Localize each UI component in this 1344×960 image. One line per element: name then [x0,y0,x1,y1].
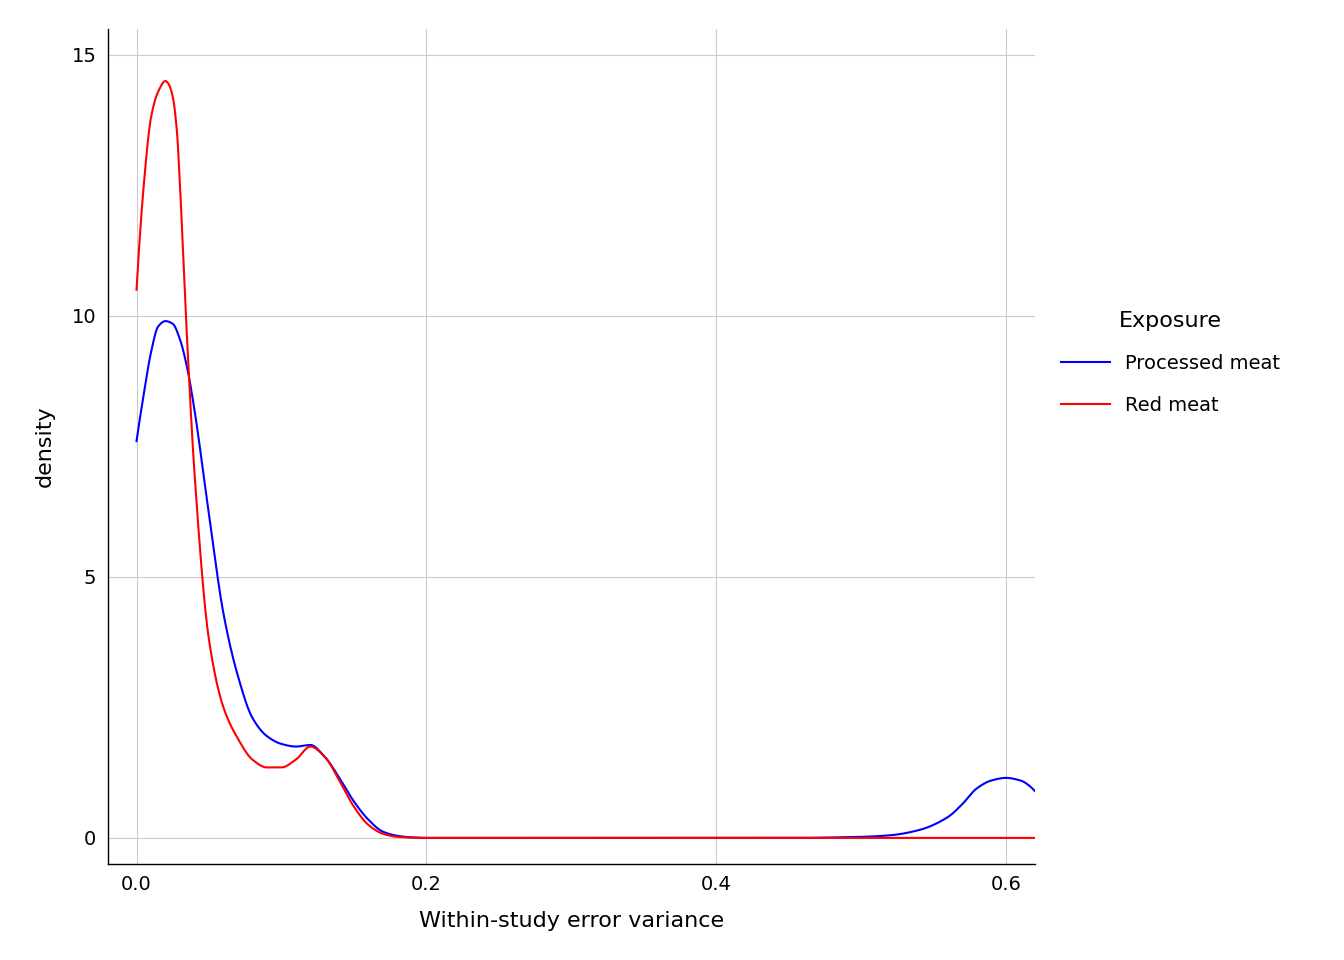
Line: Processed meat: Processed meat [137,322,1035,838]
Processed meat [837,831,853,843]
Processed meat [1001,773,1017,784]
Red meat [1001,832,1017,844]
Processed meat [175,343,191,354]
Legend: Processed meat, Red meat: Processed meat, Red meat [1054,302,1288,423]
Processed meat [543,832,559,844]
Red meat [418,832,434,844]
Red meat [1001,832,1017,844]
Processed meat [418,832,434,844]
Processed meat [1001,772,1017,783]
Processed meat [566,832,582,844]
Red meat [543,832,559,844]
Red meat [129,284,145,296]
Red meat [837,832,853,844]
Red meat [566,832,582,844]
Processed meat [157,316,173,327]
Processed meat [1027,785,1043,797]
Red meat [157,75,173,86]
Y-axis label: density: density [35,405,55,488]
X-axis label: Within-study error variance: Within-study error variance [418,911,724,931]
Line: Red meat: Red meat [137,81,1035,838]
Processed meat [129,436,145,447]
Red meat [175,240,191,252]
Red meat [1027,832,1043,844]
